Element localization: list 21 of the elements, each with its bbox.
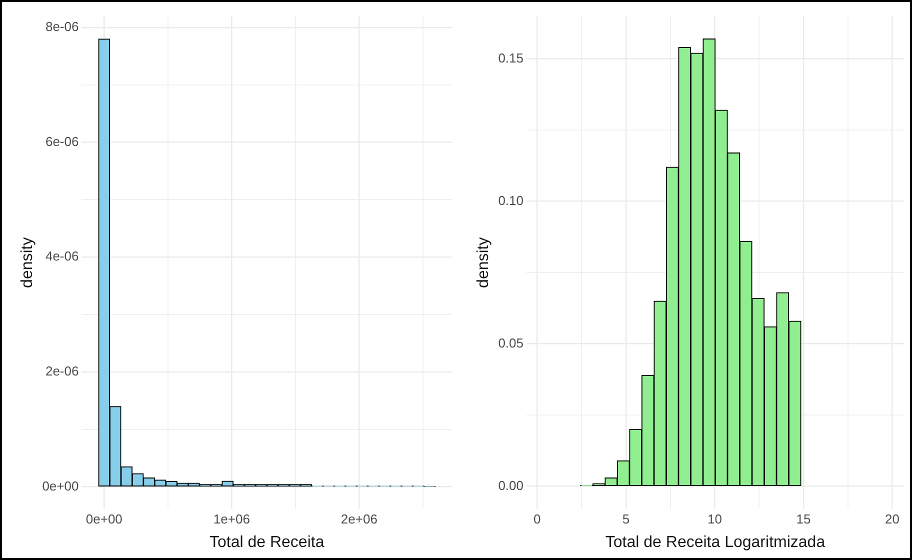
y-tick-label: 4e-06	[45, 248, 79, 264]
x-tick-label: 0	[534, 512, 541, 527]
x-axis-title: Total de Receita Logaritmizada	[605, 534, 826, 551]
x-tick-label: 15	[796, 512, 811, 527]
y-tick-label: 2e-06	[45, 364, 79, 379]
x-axis-title: Total de Receita	[209, 534, 324, 551]
x-tick-label: 20	[885, 512, 900, 527]
x-tick-label: 2e+06	[340, 512, 378, 527]
y-axis-title: density	[19, 237, 36, 288]
y-tick-label: 8e-06	[45, 19, 79, 34]
x-tick-label: 10	[707, 512, 722, 527]
y-tick-label: 0.05	[498, 335, 524, 350]
y-tick-label: 0.10	[498, 192, 524, 208]
x-tick-label: 0e+00	[86, 512, 122, 527]
x-tick-label: 5	[622, 512, 630, 527]
x-tick-label: 1e+06	[213, 512, 250, 527]
y-axis-title: density	[475, 237, 492, 288]
y-tick-label: 0.00	[498, 478, 524, 493]
y-tick-label: 0e+00	[42, 478, 79, 494]
y-tick-label: 6e-06	[45, 134, 79, 149]
y-tick-label: 0.15	[498, 50, 524, 66]
